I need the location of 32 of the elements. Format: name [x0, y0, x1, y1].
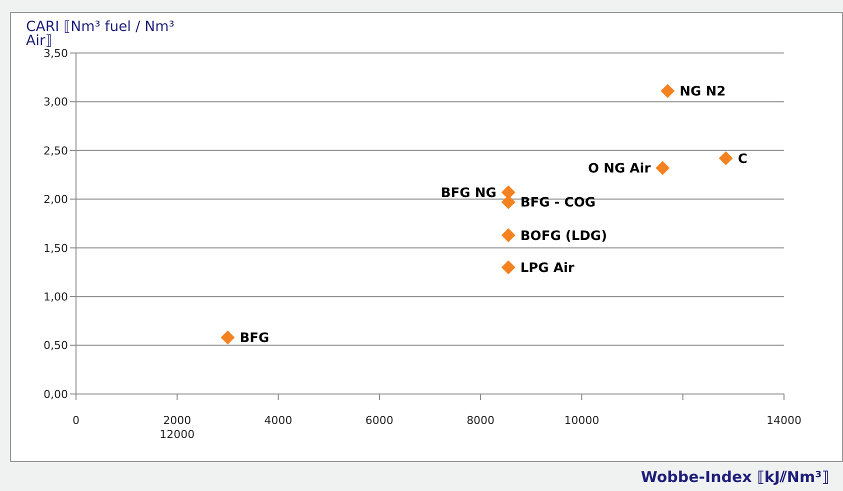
annotation: BFG - COG	[520, 196, 596, 211]
point	[718, 151, 733, 166]
annotation: BFG NG	[440, 186, 496, 201]
y-tick-label: 0,00	[44, 388, 68, 401]
y-tick-label: 2,50	[44, 144, 68, 158]
x-tick-label: 14000	[766, 414, 802, 427]
annotation: BFG	[240, 331, 270, 346]
annotation: BOFG (LDG)	[520, 228, 608, 244]
x-tick-label: 2000 12000	[160, 414, 195, 441]
y-tick-label: 1,00	[44, 290, 68, 304]
point	[656, 160, 670, 175]
y-axis-title: CARI ⟦Nm³ fuel / Nm³ Air⟧	[26, 19, 176, 49]
point	[501, 228, 516, 242]
y-tick-label: 0,50	[44, 339, 68, 352]
y-tick-label: 1,50	[44, 242, 68, 255]
annotation: C	[738, 152, 748, 167]
x-tick-label: 8000	[466, 414, 495, 427]
y-tick-label: 2,00	[44, 193, 68, 206]
x-tick-label: 10000	[564, 414, 600, 427]
point	[501, 195, 516, 210]
annotation: NG N2	[680, 84, 726, 100]
annotation: LPG Air	[520, 260, 575, 276]
annotation: O NG Air	[588, 162, 652, 177]
x-axis-title: Wobbe-Index ⟦kJ⫽Nm³⟧	[640, 468, 829, 486]
x-tick-label: 6000	[365, 414, 394, 427]
point	[220, 330, 235, 344]
y-tick-label: 3,50	[44, 46, 68, 60]
point	[660, 84, 675, 98]
point	[501, 260, 516, 274]
x-tick-label: 4000	[264, 414, 292, 427]
y-tick-label: 3,00	[44, 96, 68, 109]
x-tick-label: 0	[72, 414, 80, 427]
